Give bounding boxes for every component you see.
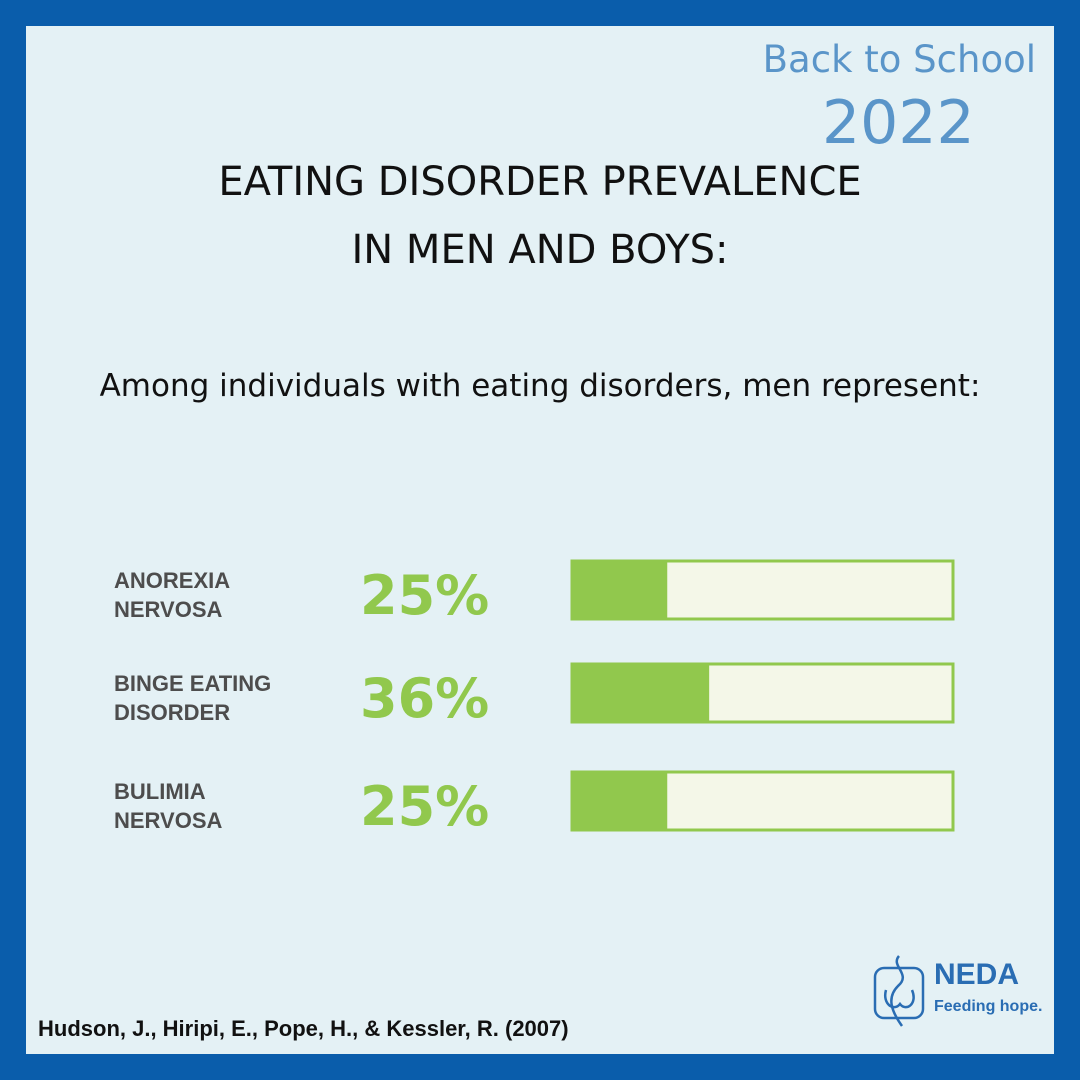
campaign-year: 2022 — [822, 88, 975, 158]
campaign-label: Back to School — [762, 38, 1036, 81]
title-line-1: EATING DISORDER PREVALENCE — [218, 159, 862, 205]
bar-value-label: 25% — [360, 564, 489, 627]
neda-logo: NEDA Feeding hope. — [872, 952, 1052, 1032]
bar-category-label: BINGE EATING — [114, 671, 271, 696]
bar-category-label: ANOREXIA — [114, 568, 230, 593]
neda-emblem-icon — [873, 955, 925, 1027]
bar-category-label: NERVOSA — [114, 597, 223, 622]
source-citation: Hudson, J., Hiripi, E., Pope, H., & Kess… — [38, 1016, 569, 1041]
bar-category-label: BULIMIA — [114, 779, 206, 804]
bar-fill — [572, 664, 710, 722]
infographic-card: Back to School 2022 EATING DISORDER PREV… — [26, 26, 1054, 1054]
bar-category-label: DISORDER — [114, 700, 230, 725]
logo-name: NEDA — [934, 958, 1020, 991]
bar-fill — [572, 561, 668, 619]
bar-value-label: 25% — [360, 775, 489, 838]
chart-subtitle: Among individuals with eating disorders,… — [99, 368, 981, 404]
prevalence-bar-chart: ANOREXIA NERVOSA 25% BINGE EATING DISORDER 36… — [114, 559, 955, 838]
logo-tagline: Feeding hope. — [934, 998, 1043, 1015]
bar-value-label: 36% — [360, 667, 489, 730]
title-line-2: IN MEN AND BOYS: — [351, 227, 729, 273]
bar-category-label: NERVOSA — [114, 808, 223, 833]
page-title: EATING DISORDER PREVALENCE IN MEN AND BO… — [26, 148, 1054, 284]
bar-fill — [572, 772, 668, 830]
